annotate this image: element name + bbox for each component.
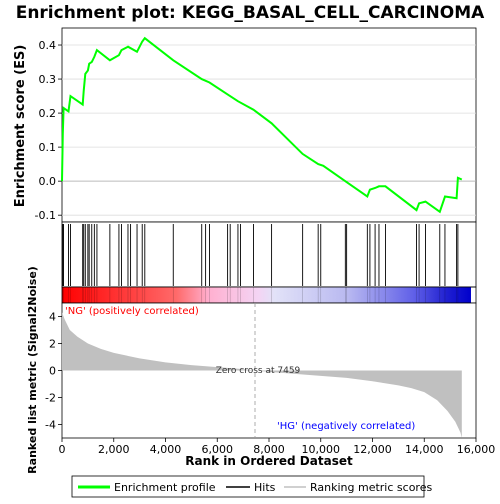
x-tick-label: 0 bbox=[59, 443, 66, 456]
legend-label-ranking-metric: Ranking metric scores bbox=[310, 481, 432, 494]
x-tick-label: 12,000 bbox=[353, 443, 392, 456]
metric-y-tick-label: 4 bbox=[49, 311, 56, 324]
ranking-metric-area bbox=[62, 312, 462, 438]
zero-cross-label: Zero cross at 7459 bbox=[216, 366, 301, 376]
es-y-tick-label: 0.0 bbox=[39, 175, 57, 188]
metric-y-tick-label: 0 bbox=[49, 365, 56, 378]
metric-ylabel: Ranked list metric (Signal2Noise) bbox=[26, 266, 39, 474]
chart-title: Enrichment plot: KEGG_BASAL_CELL_CARCINO… bbox=[16, 3, 485, 23]
x-tick-label: 16,000 bbox=[457, 443, 496, 456]
metric-y-tick-label: -4 bbox=[45, 419, 56, 432]
rank-color-bar-ticks bbox=[62, 287, 459, 303]
negative-correlation-label: 'HG' (negatively correlated) bbox=[277, 421, 415, 432]
es-gridlines bbox=[62, 44, 476, 216]
metric-y-tick-label: -2 bbox=[45, 392, 56, 405]
x-tick-label: 2,000 bbox=[98, 443, 130, 456]
es-ylabel: Enrichment score (ES) bbox=[13, 45, 28, 208]
rank-color-bar bbox=[62, 287, 471, 303]
legend-label-enrichment-profile: Enrichment profile bbox=[114, 481, 216, 494]
x-tick-label: 14,000 bbox=[405, 443, 444, 456]
hits-panel-frame bbox=[61, 221, 477, 288]
positive-correlation-label: 'NG' (positively correlated) bbox=[65, 306, 199, 317]
rank-xlabel: Rank in Ordered Dataset bbox=[185, 454, 353, 468]
es-y-ticks: -0.1 0.0 0.1 0.2 0.3 0.4 bbox=[35, 39, 62, 222]
legend-label-hits: Hits bbox=[254, 481, 276, 494]
rank-x-ticks: 0 2,000 4,000 6,000 8,000 10,000 12,000 14,000 1… bbox=[59, 438, 496, 456]
enrichment-profile-line bbox=[61, 36, 463, 214]
metric-y-tick-label: 2 bbox=[49, 338, 56, 351]
hit-markers bbox=[62, 224, 459, 286]
metric-y-ticks: -4 -2 0 2 4 bbox=[45, 311, 62, 432]
x-tick-label: 4,000 bbox=[150, 443, 182, 456]
x-tick-label: 8,000 bbox=[253, 443, 285, 456]
es-panel-frame bbox=[61, 27, 477, 223]
x-tick-label: 10,000 bbox=[302, 443, 341, 456]
es-y-tick-label: 0.1 bbox=[39, 141, 57, 154]
es-y-tick-label: 0.3 bbox=[39, 73, 57, 86]
es-y-tick-label: 0.4 bbox=[39, 39, 57, 52]
es-y-tick-label: 0.2 bbox=[39, 107, 57, 120]
x-tick-label: 6,000 bbox=[202, 443, 234, 456]
es-y-tick-label: -0.1 bbox=[35, 209, 56, 222]
